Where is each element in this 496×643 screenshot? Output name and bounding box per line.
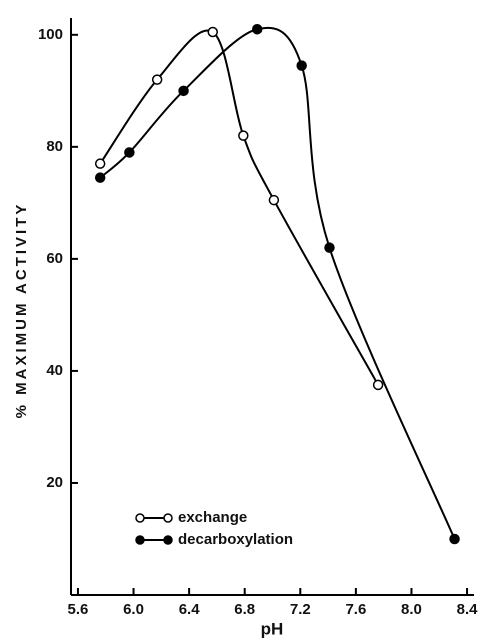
legend-marker bbox=[163, 513, 173, 523]
legend-label: exchange bbox=[178, 509, 247, 526]
y-tick-label: 40 bbox=[46, 362, 63, 379]
y-tick-label: 100 bbox=[38, 26, 63, 43]
data-point bbox=[268, 194, 280, 206]
data-point bbox=[94, 158, 106, 169]
x-tick-label: 8.4 bbox=[457, 601, 479, 618]
x-tick-label: 7.2 bbox=[290, 601, 311, 618]
x-tick-label: 6.0 bbox=[123, 601, 144, 618]
legend-marker bbox=[135, 535, 145, 545]
legend-marker bbox=[135, 513, 145, 523]
y-axis-label: % MAXIMUM ACTIVITY bbox=[13, 202, 30, 419]
legend-marker bbox=[163, 535, 173, 545]
x-tick-label: 6.8 bbox=[234, 601, 255, 618]
x-tick-label: 8.0 bbox=[401, 601, 422, 618]
data-point bbox=[238, 130, 249, 141]
data-point bbox=[124, 147, 135, 158]
y-tick-label: 80 bbox=[46, 138, 63, 155]
data-point bbox=[94, 172, 106, 183]
x-axis-label: pH bbox=[261, 619, 284, 638]
legend-label: decarboxylation bbox=[178, 531, 293, 548]
data-point bbox=[207, 26, 218, 38]
series-line bbox=[99, 26, 456, 540]
data-point bbox=[151, 74, 163, 85]
series-line bbox=[99, 29, 379, 386]
data-point bbox=[251, 23, 263, 35]
data-point bbox=[372, 379, 384, 391]
x-tick-label: 6.4 bbox=[179, 601, 201, 618]
y-tick-label: 20 bbox=[46, 474, 63, 491]
data-point bbox=[296, 60, 307, 71]
y-tick-label: 60 bbox=[46, 250, 63, 267]
x-tick-label: 7.6 bbox=[345, 601, 366, 618]
data-point bbox=[449, 533, 460, 545]
data-point bbox=[178, 85, 189, 97]
x-tick-label: 5.6 bbox=[68, 601, 89, 618]
data-point bbox=[324, 242, 335, 253]
